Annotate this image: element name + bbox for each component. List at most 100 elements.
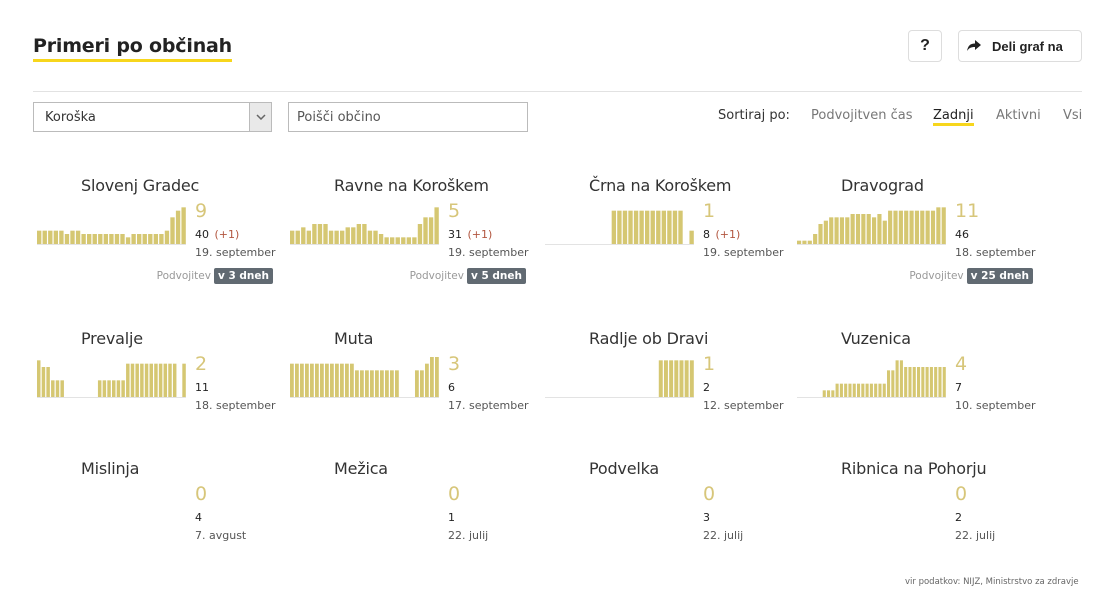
case-bar [942,367,946,397]
municipality-card[interactable]: Ribnica na Pohorju 0 2 22. julij [797,459,1037,599]
municipality-card[interactable]: Radlje ob Dravi 1 2 12. september [545,329,785,469]
case-bar-chart [290,207,439,245]
case-bar [617,210,622,244]
sort-option-latest[interactable]: Zadnji [933,108,974,126]
case-bar [149,363,153,397]
case-bar [121,380,125,397]
sort-option-active[interactable]: Aktivni [996,108,1041,123]
recent-cases-count: 0 [448,483,461,505]
total-cases: 2 [703,381,710,394]
data-source-note: vir podatkov: NIJZ, Ministrstvo za zdrav… [905,577,1079,587]
case-bar [75,230,81,244]
case-bar [328,230,334,244]
page-title: Primeri po občinah [33,34,232,62]
case-bar [60,380,64,397]
case-bar [930,210,936,244]
recent-cases-count: 4 [955,353,968,375]
share-button[interactable]: Deli graf na [958,30,1082,62]
help-button-label: ? [920,37,930,54]
municipality-name: Mežica [334,459,388,478]
case-bar [882,383,886,397]
case-bar-chart [545,360,694,398]
region-select[interactable]: Koroška [33,102,272,132]
case-bar [102,380,107,397]
case-bar [818,224,823,244]
case-bar [53,230,59,244]
case-bar [112,380,116,397]
doubling-label: Podvojitev [409,270,464,282]
case-bar [845,217,850,244]
last-update-date: 22. julij [448,529,489,542]
municipality-card[interactable]: Muta 3 6 17. september [290,329,530,469]
help-button[interactable]: ? [908,30,942,62]
case-bar [852,383,856,397]
case-bar [367,230,373,244]
case-bar [420,370,424,397]
last-update-date: 19. september [448,246,529,259]
last-update-date: 18. september [195,399,276,412]
case-bar [315,363,319,397]
recent-cases-count: 3 [448,353,461,375]
case-bar [170,217,175,244]
case-bar [645,210,650,244]
case-bar [351,227,356,244]
case-bar [64,234,70,244]
case-bar [345,363,349,397]
case-bar [181,207,186,244]
municipality-card[interactable]: Podvelka 0 3 22. julij [545,459,785,599]
municipality-search-input[interactable] [288,102,528,132]
case-bar-chart [545,210,694,245]
case-bar [365,370,369,397]
case-bar [663,360,668,397]
case-bar [310,363,314,397]
case-bar [340,363,344,397]
last-update-date: 10. september [955,399,1036,412]
case-bar [356,224,362,244]
case-bar [898,210,903,244]
case-bar [430,357,434,397]
total-cases: 7 [955,381,962,394]
case-bar [300,363,304,397]
cases-delta: (+1) [214,228,240,241]
municipality-card[interactable]: Ravne na Koroškem 5 31 (+1) 19. september Po… [290,176,530,316]
municipality-card[interactable]: Dravograd 11 46 18. september Podvojitev v 25… [797,176,1037,316]
sort-option-doubling-time[interactable]: Podvojitven čas [811,108,913,123]
case-bar [306,230,312,244]
case-bar [921,367,925,397]
case-bar [895,360,899,397]
doubling-time: Podvojitev v 5 dneh [290,268,526,284]
case-bar [92,234,97,244]
case-bar [802,240,807,244]
case-bar [182,363,186,397]
municipality-card[interactable]: Slovenj Gradec 9 40 (+1) 19. september Podvo… [37,176,277,316]
case-bar [385,370,389,397]
municipality-card[interactable]: Mislinja 0 4 7. avgust [37,459,277,599]
sort-option-all[interactable]: Vsi [1063,108,1083,123]
case-bar [844,383,848,397]
case-bar [861,214,866,244]
case-bar [370,370,374,397]
case-bar [689,230,694,244]
case-bar [378,234,384,244]
case-bar [325,363,329,397]
municipality-card[interactable]: Vuzenica 4 7 10. september [797,329,1037,469]
chevron-down-icon[interactable] [249,103,271,131]
municipality-card[interactable]: Prevalje 2 11 18. september [37,329,277,469]
case-bar [109,234,114,244]
total-cases-value: 1 [448,511,455,524]
municipality-card[interactable]: Črna na Koroškem 1 8 (+1) 19. september [545,176,785,316]
total-cases: 6 [448,381,455,394]
case-bar [941,207,946,244]
case-bar [848,383,852,397]
total-cases: 40 (+1) [195,228,239,241]
case-bar [667,210,672,244]
case-bar [684,360,689,397]
case-bar [323,224,328,244]
case-bar [835,383,839,397]
municipality-name: Radlje ob Dravi [589,329,709,348]
case-bar [41,367,46,397]
case-bar [395,370,399,397]
municipality-card[interactable]: Mežica 0 1 22. julij [290,459,530,599]
municipality-name: Ribnica na Pohorju [841,459,987,478]
case-bar [914,210,920,244]
